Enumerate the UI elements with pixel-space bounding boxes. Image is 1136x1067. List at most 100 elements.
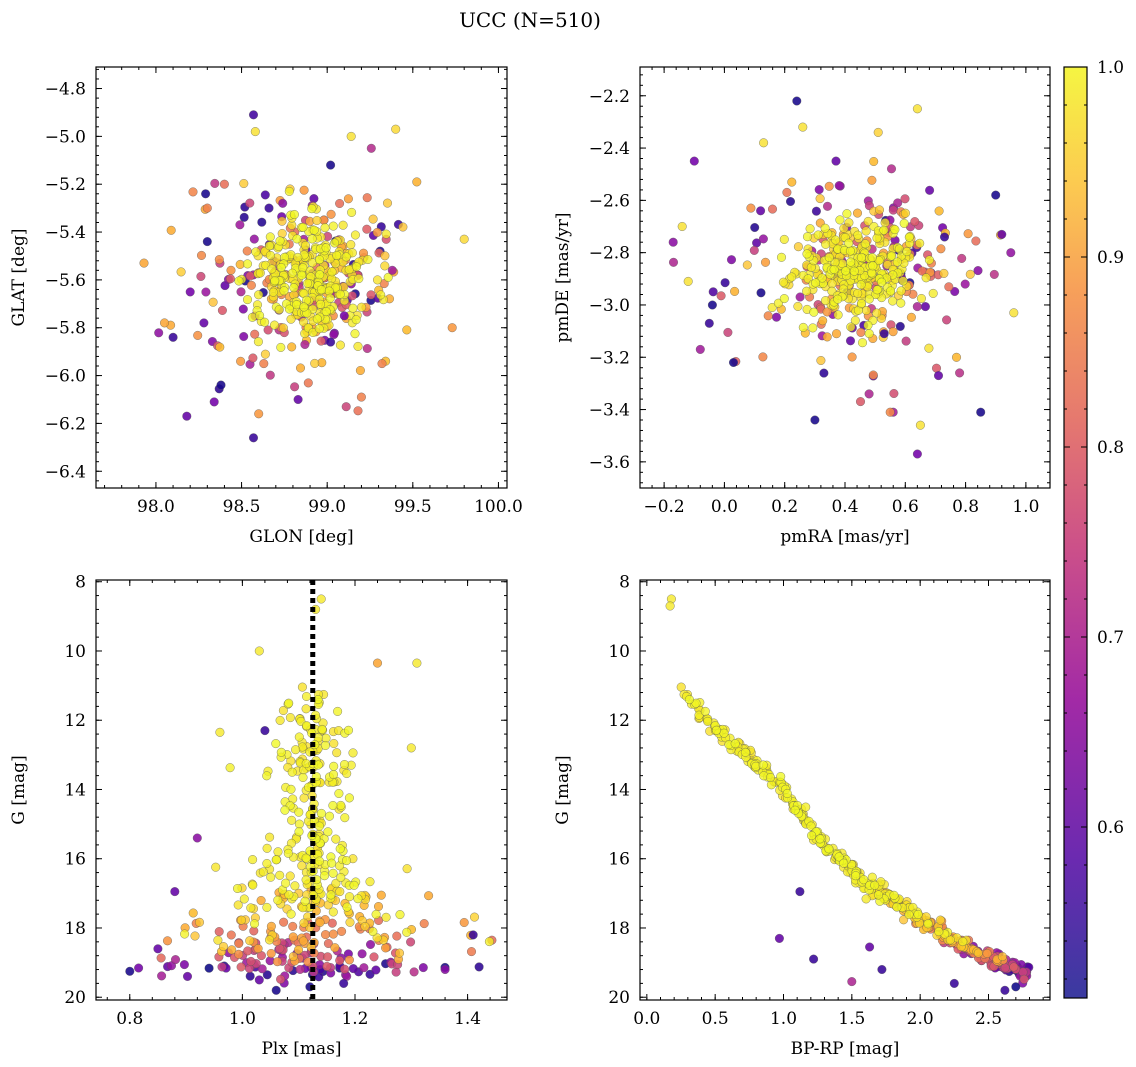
scatter-point — [328, 929, 338, 939]
scatter-point — [270, 320, 279, 330]
scatter-point — [772, 312, 781, 322]
scatter-point — [668, 237, 678, 247]
scatter-point — [793, 301, 803, 311]
scatter-point — [226, 930, 236, 940]
y-tick-label: 20 — [608, 988, 630, 1008]
scatter-point — [750, 223, 760, 232]
scatter-point — [412, 177, 422, 187]
y-tick-label: 10 — [64, 642, 86, 662]
scatter-point — [831, 235, 841, 245]
scatter-point — [467, 947, 476, 957]
scatter-point — [325, 293, 335, 303]
scatter-point — [254, 290, 264, 300]
colorbar: 0.6 0.7 0.8 0.9 1.0 — [1063, 58, 1124, 999]
scatter-point — [864, 389, 874, 399]
scatter-point — [170, 887, 180, 897]
scatter-point — [925, 185, 935, 195]
scatter-point — [163, 936, 172, 946]
scatter-point — [260, 317, 270, 327]
y-tick-label: −2.8 — [589, 244, 630, 264]
scatter-point — [798, 122, 808, 132]
scatter-point — [795, 292, 805, 302]
scatter-point — [932, 363, 941, 373]
scatter-point — [809, 954, 819, 964]
scatter-point — [302, 721, 312, 731]
scatter-point — [787, 272, 797, 282]
scatter-point — [350, 230, 360, 240]
scatter-point — [928, 288, 938, 298]
scatter-point — [211, 862, 221, 872]
y-tick-label: −3.4 — [589, 401, 630, 421]
scatter-point — [902, 247, 912, 257]
scatter-point — [335, 199, 345, 208]
scatter-point — [125, 966, 135, 976]
y-tick-label: −2.6 — [589, 191, 630, 211]
scatter-point — [340, 760, 349, 769]
scatter-point — [248, 353, 258, 363]
x-axis-label: BP-RP [mag] — [791, 1039, 900, 1059]
figure-title: UCC (N=510) — [459, 8, 601, 32]
scatter-point — [352, 262, 361, 272]
y-tick-label: 10 — [608, 642, 630, 662]
scatter-point — [939, 268, 949, 278]
scatter-point — [763, 311, 773, 321]
scatter-point — [886, 286, 896, 296]
scatter-point — [391, 124, 401, 134]
scatter-point — [321, 307, 331, 317]
scatter-point — [284, 186, 294, 196]
scatter-point — [287, 815, 297, 825]
scatter-point — [335, 887, 345, 897]
scatter-point — [792, 96, 802, 106]
scatter-point — [935, 915, 945, 925]
scatter-point — [290, 382, 300, 392]
scatter-point — [365, 877, 375, 887]
scatter-point — [329, 761, 339, 771]
y-tick-label: 20 — [64, 988, 86, 1008]
colorbar-tick-label: 0.6 — [1097, 818, 1124, 838]
scatter-point — [328, 801, 338, 810]
scatter-point — [381, 943, 391, 953]
scatter-point — [278, 323, 288, 333]
scatter-point — [279, 286, 289, 296]
scatter-point — [368, 214, 378, 224]
scatter-point — [362, 224, 372, 234]
scatter-point — [768, 204, 777, 214]
scatter-point — [801, 802, 811, 812]
scatter-point — [823, 201, 832, 211]
scatter-point — [468, 930, 478, 940]
axes-frame — [95, 579, 508, 1001]
scatter-point — [774, 933, 784, 943]
scatter-point — [870, 880, 880, 890]
scatter-point — [357, 302, 367, 312]
scatter-point — [406, 743, 416, 753]
scatter-point — [353, 341, 363, 351]
scatter-point — [239, 179, 249, 188]
scatter-point — [316, 336, 326, 346]
scatter-point — [260, 190, 270, 200]
scatter-point — [294, 819, 304, 829]
scatter-point — [275, 236, 285, 246]
scatter-point — [815, 194, 825, 204]
scatter-point — [712, 725, 721, 735]
scatter-point — [347, 207, 357, 217]
scatter-point — [312, 314, 322, 324]
scatter-point — [806, 821, 816, 831]
scatter-point — [298, 773, 308, 782]
scatter-point — [297, 270, 307, 280]
scatter-point — [217, 962, 227, 972]
scatter-point — [323, 827, 333, 837]
scatter-point — [250, 919, 259, 929]
scatter-point — [860, 239, 870, 249]
scatter-point — [328, 221, 338, 231]
scatter-point — [703, 716, 713, 726]
scatter-point — [315, 918, 325, 927]
scatter-point — [374, 902, 383, 911]
y-tick-label: 14 — [608, 780, 630, 800]
scatter-point — [335, 956, 345, 965]
scatter-point — [293, 252, 303, 262]
scatter-point — [235, 220, 245, 230]
scatter-point — [298, 263, 308, 273]
scatter-point — [842, 209, 852, 219]
scatter-point — [185, 287, 195, 297]
scatter-point — [778, 277, 788, 287]
